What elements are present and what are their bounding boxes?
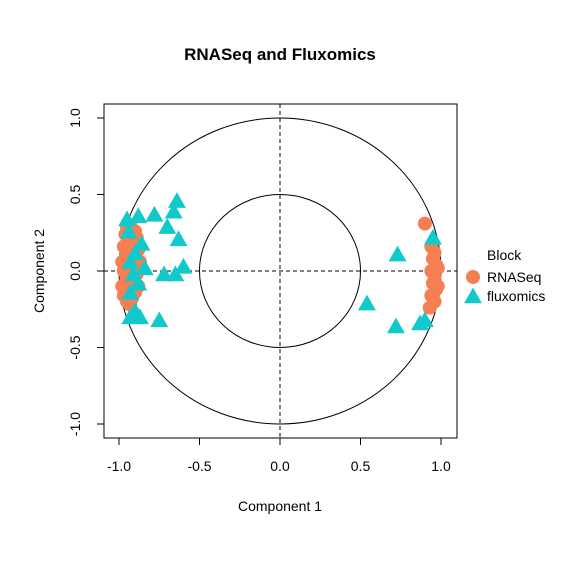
point-fluxomics <box>415 311 434 328</box>
point-fluxomics <box>121 283 140 300</box>
point-fluxomics <box>388 245 407 262</box>
point-fluxomics <box>121 253 140 270</box>
x-tick-label: 1.0 <box>431 458 451 474</box>
point-fluxomics <box>132 234 151 251</box>
y-tick-label: -1.0 <box>67 412 83 436</box>
point-fluxomics <box>168 192 186 208</box>
point-fluxomics <box>169 230 188 247</box>
point-fluxomics <box>135 259 154 276</box>
point-fluxomics <box>424 228 442 245</box>
chart-title: RNASeq and Fluxomics <box>184 45 376 64</box>
point-fluxomics <box>358 294 376 311</box>
circle-radius-0-5 <box>199 194 361 348</box>
point-fluxomics <box>119 222 138 239</box>
point-fluxomics <box>145 205 164 222</box>
x-axis-label: Component 1 <box>238 498 322 514</box>
point-fluxomics <box>155 265 174 282</box>
y-axis-label: Component 2 <box>31 229 47 313</box>
point-fluxomics <box>129 207 148 224</box>
point-rnaseq <box>430 260 445 275</box>
y-tick-label: 1.0 <box>67 108 83 128</box>
point-fluxomics <box>158 218 177 234</box>
point-fluxomics <box>166 265 185 282</box>
point-rnaseq <box>417 216 432 231</box>
x-tick-label: 0.0 <box>270 458 290 474</box>
legend-title: Block <box>487 247 522 263</box>
point-fluxomics <box>164 202 183 219</box>
point-rnaseq <box>115 279 130 294</box>
legend-key-fluxomics <box>464 287 482 304</box>
y-tick-label: -0.5 <box>67 335 83 359</box>
y-tick-label: 0.0 <box>67 261 83 281</box>
x-tick-label: -0.5 <box>187 458 211 474</box>
point-fluxomics <box>150 311 169 328</box>
legend-label-rnaseq: RNASeq <box>487 269 541 285</box>
point-fluxomics <box>129 274 148 291</box>
legend: Block RNASeq fluxomics <box>464 247 545 304</box>
x-tick-label: -1.0 <box>107 458 131 474</box>
legend-key-rnaseq <box>466 270 480 284</box>
point-fluxomics <box>386 317 405 334</box>
x-tick-label: 0.5 <box>351 458 371 474</box>
y-tick-label: 0.5 <box>67 185 83 205</box>
legend-label-fluxomics: fluxomics <box>487 288 545 304</box>
point-rnaseq <box>422 300 437 315</box>
point-fluxomics <box>121 308 140 325</box>
point-fluxomics <box>174 257 193 274</box>
point-rnaseq <box>430 279 445 294</box>
